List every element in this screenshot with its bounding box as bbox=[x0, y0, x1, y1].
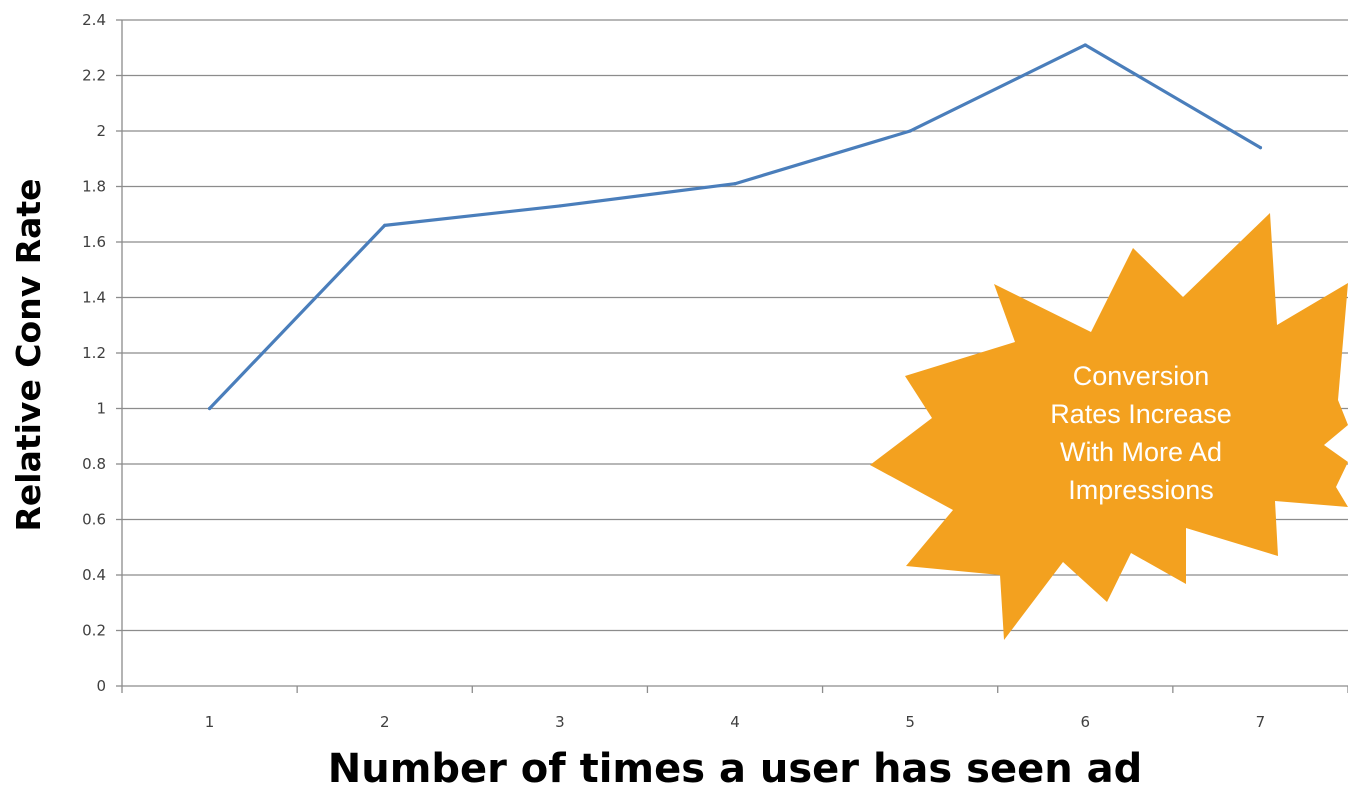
data-point bbox=[558, 204, 562, 208]
starburst-annotation: Conversion Rates Increase With More Ad I… bbox=[870, 213, 1348, 640]
x-tick-label: 1 bbox=[205, 713, 215, 731]
y-tick-label: 1.2 bbox=[82, 344, 106, 362]
series bbox=[207, 43, 1263, 411]
y-tick-label: 2 bbox=[96, 122, 106, 140]
y-tick-label: 1.6 bbox=[82, 233, 106, 251]
gridlines bbox=[122, 19, 1348, 632]
data-point bbox=[1083, 43, 1087, 47]
starburst-shape bbox=[870, 213, 1348, 640]
y-axis-title: Relative Conv Rate bbox=[9, 178, 48, 531]
y-tick-label: 0.8 bbox=[82, 455, 106, 473]
annotation-line-2: Rates Increase bbox=[1050, 399, 1232, 429]
y-tick-label: 2.4 bbox=[82, 11, 106, 29]
annotation-line-3: With More Ad bbox=[1060, 437, 1222, 467]
y-tick-label: 0.2 bbox=[82, 622, 106, 640]
y-tick-label: 0.4 bbox=[82, 566, 106, 584]
data-point bbox=[733, 182, 737, 186]
annotation-line-4: Impressions bbox=[1068, 475, 1214, 505]
annotation-line-1: Conversion bbox=[1073, 361, 1210, 391]
x-tick-label: 2 bbox=[380, 713, 390, 731]
y-tick-label: 1 bbox=[96, 400, 106, 418]
y-tick-label: 0 bbox=[96, 677, 106, 695]
y-tick-labels: 0 0.2 0.4 0.6 0.8 1 1.2 1.4 1.6 1.8 2 2.2 2.4 bbox=[82, 11, 106, 695]
data-point bbox=[1258, 146, 1263, 150]
x-axis-title: Number of times a user has seen ad bbox=[328, 746, 1143, 790]
data-point bbox=[207, 406, 212, 411]
x-tick-label: 6 bbox=[1081, 713, 1091, 731]
x-tick-label: 5 bbox=[905, 713, 915, 731]
x-tick-label: 7 bbox=[1256, 713, 1266, 731]
y-tick-label: 1.8 bbox=[82, 178, 106, 196]
data-point bbox=[383, 223, 387, 227]
x-tick-labels: 1 2 3 4 5 6 7 bbox=[205, 713, 1265, 731]
x-tick-label: 4 bbox=[730, 713, 740, 731]
axes bbox=[116, 19, 1348, 693]
data-point bbox=[908, 129, 912, 133]
y-tick-label: 1.4 bbox=[82, 289, 106, 307]
y-tick-label: 0.6 bbox=[82, 511, 106, 529]
y-tick-label: 2.2 bbox=[82, 67, 106, 85]
x-tick-label: 3 bbox=[555, 713, 565, 731]
